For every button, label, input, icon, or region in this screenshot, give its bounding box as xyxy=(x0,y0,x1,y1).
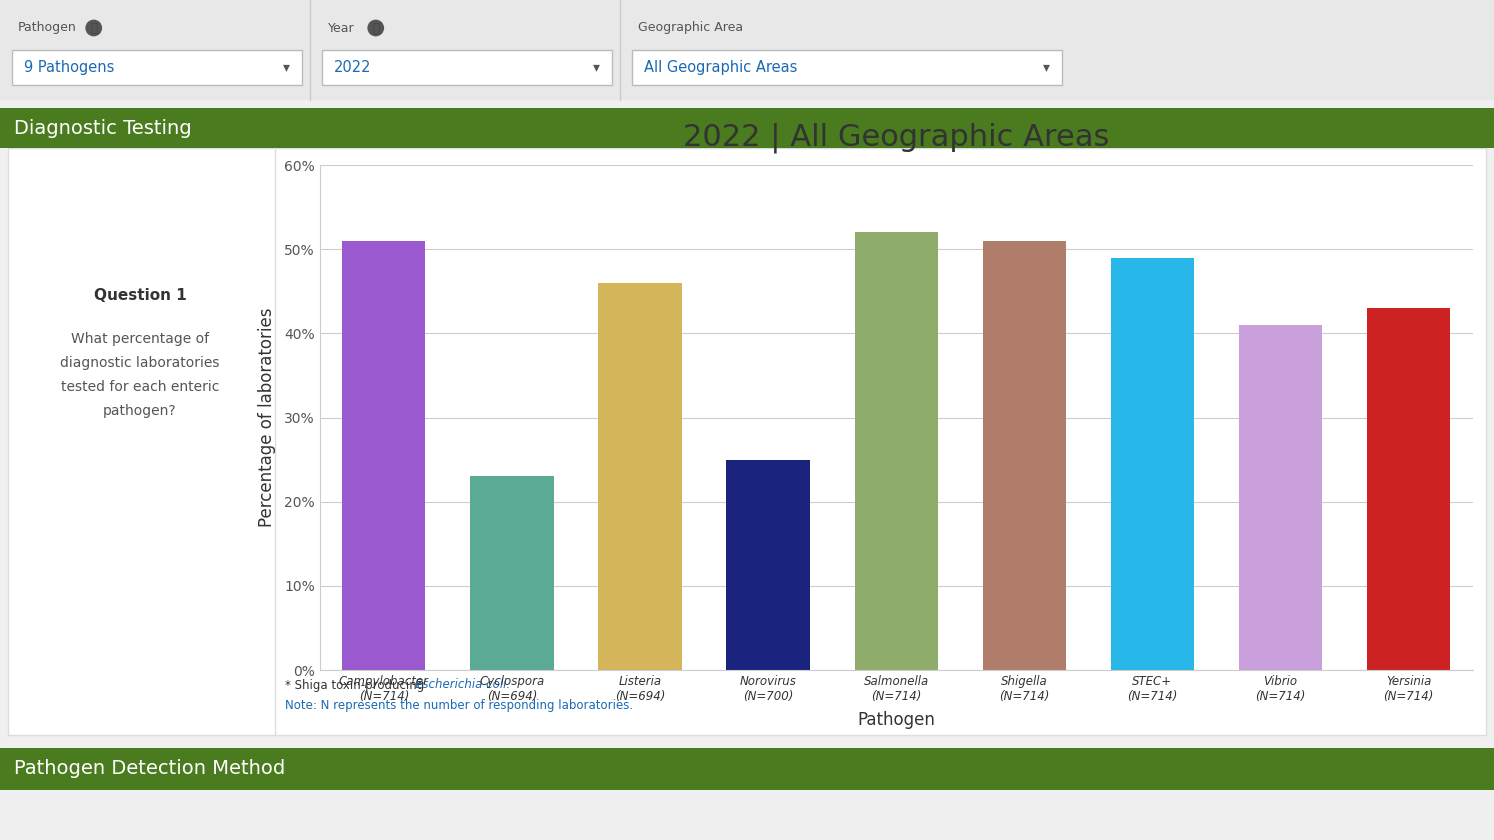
Text: Note: N represents the number of responding laboratories.: Note: N represents the number of respond… xyxy=(285,699,633,711)
Bar xyxy=(342,241,426,670)
FancyBboxPatch shape xyxy=(632,50,1062,85)
Text: ▾: ▾ xyxy=(282,60,290,75)
Bar xyxy=(0,748,1494,790)
Bar xyxy=(1110,258,1194,670)
Text: Escherichia coli.: Escherichia coli. xyxy=(415,679,509,691)
Text: Geographic Area: Geographic Area xyxy=(638,22,743,34)
Text: What percentage of
diagnostic laboratories
tested for each enteric
pathogen?: What percentage of diagnostic laboratori… xyxy=(60,332,220,417)
Text: 2022: 2022 xyxy=(335,60,372,75)
X-axis label: Pathogen: Pathogen xyxy=(858,711,935,729)
Title: 2022 | All Geographic Areas: 2022 | All Geographic Areas xyxy=(683,123,1110,153)
Text: ▾: ▾ xyxy=(1043,60,1050,75)
Text: Diagnostic Testing: Diagnostic Testing xyxy=(13,118,191,138)
Text: Pathogen Detection Method: Pathogen Detection Method xyxy=(13,759,285,779)
Bar xyxy=(1239,325,1322,670)
Bar xyxy=(1367,308,1451,670)
Bar xyxy=(599,283,681,670)
Bar xyxy=(0,0,1494,100)
Bar xyxy=(471,476,554,670)
Text: 9 Pathogens: 9 Pathogens xyxy=(24,60,115,75)
FancyBboxPatch shape xyxy=(323,50,613,85)
Text: All Geographic Areas: All Geographic Areas xyxy=(644,60,798,75)
Text: ⓘ: ⓘ xyxy=(372,22,379,34)
Text: * Shiga toxin-producing: * Shiga toxin-producing xyxy=(285,679,427,691)
Bar xyxy=(855,233,938,670)
Bar xyxy=(983,241,1065,670)
Y-axis label: Percentage of laboratories: Percentage of laboratories xyxy=(258,307,276,528)
Text: ⓘ: ⓘ xyxy=(90,22,97,34)
Bar xyxy=(7,148,1487,735)
Text: ▾: ▾ xyxy=(593,60,601,75)
Text: Year: Year xyxy=(329,22,354,34)
Text: Question 1: Question 1 xyxy=(94,287,187,302)
Bar xyxy=(0,108,1494,148)
FancyBboxPatch shape xyxy=(12,50,302,85)
Bar xyxy=(726,459,810,670)
Text: Pathogen: Pathogen xyxy=(18,22,76,34)
